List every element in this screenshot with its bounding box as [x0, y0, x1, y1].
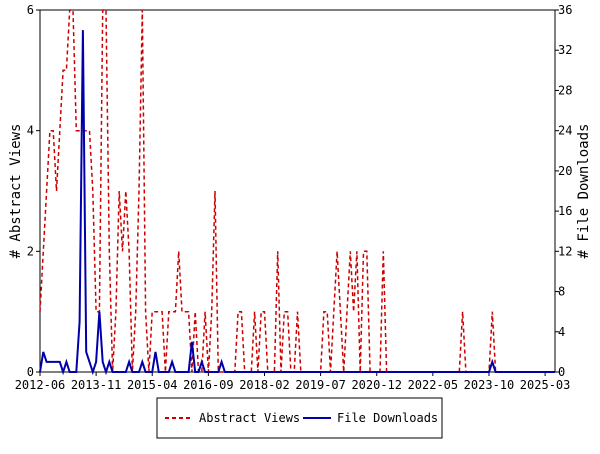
- x-tick-label: 2016-09: [183, 378, 234, 392]
- y2-tick-label: 12: [558, 244, 572, 258]
- x-tick-label: 2012-06: [15, 378, 66, 392]
- y2-tick-label: 24: [558, 124, 572, 138]
- x-tick-label: 2015-04: [127, 378, 178, 392]
- y2-tick-label: 20: [558, 164, 572, 178]
- x-tick-label: 2023-10: [464, 378, 515, 392]
- y2-tick-label: 32: [558, 43, 572, 57]
- x-tick-label: 2020-12: [351, 378, 402, 392]
- x-tick-label: 2018-02: [239, 378, 290, 392]
- x-tick-label: 2022-05: [408, 378, 459, 392]
- y-tick-label: 4: [27, 124, 34, 138]
- x-tick-label: 2013-11: [71, 378, 122, 392]
- y-axis-label: # Abstract Views: [8, 124, 24, 259]
- y-tick-label: 6: [27, 3, 34, 17]
- y2-tick-label: 4: [558, 325, 565, 339]
- y2-tick-label: 0: [558, 365, 565, 379]
- series-line: [39, 9, 555, 373]
- y-tick-label: 2: [27, 244, 34, 258]
- y2-tick-label: 28: [558, 83, 572, 97]
- legend-label: Abstract Views: [199, 411, 300, 425]
- y-tick-label: 0: [27, 365, 34, 379]
- legend-box: [156, 397, 443, 439]
- x-tick-label: 2019-07: [295, 378, 346, 392]
- y2-axis-label: # File Downloads: [576, 124, 592, 259]
- legend-label: File Downloads: [337, 411, 438, 425]
- series-line: [39, 30, 555, 376]
- x-tick-label: 2025-03: [520, 378, 571, 392]
- y2-tick-label: 8: [558, 285, 565, 299]
- y2-tick-label: 36: [558, 3, 572, 17]
- y2-tick-label: 16: [558, 204, 572, 218]
